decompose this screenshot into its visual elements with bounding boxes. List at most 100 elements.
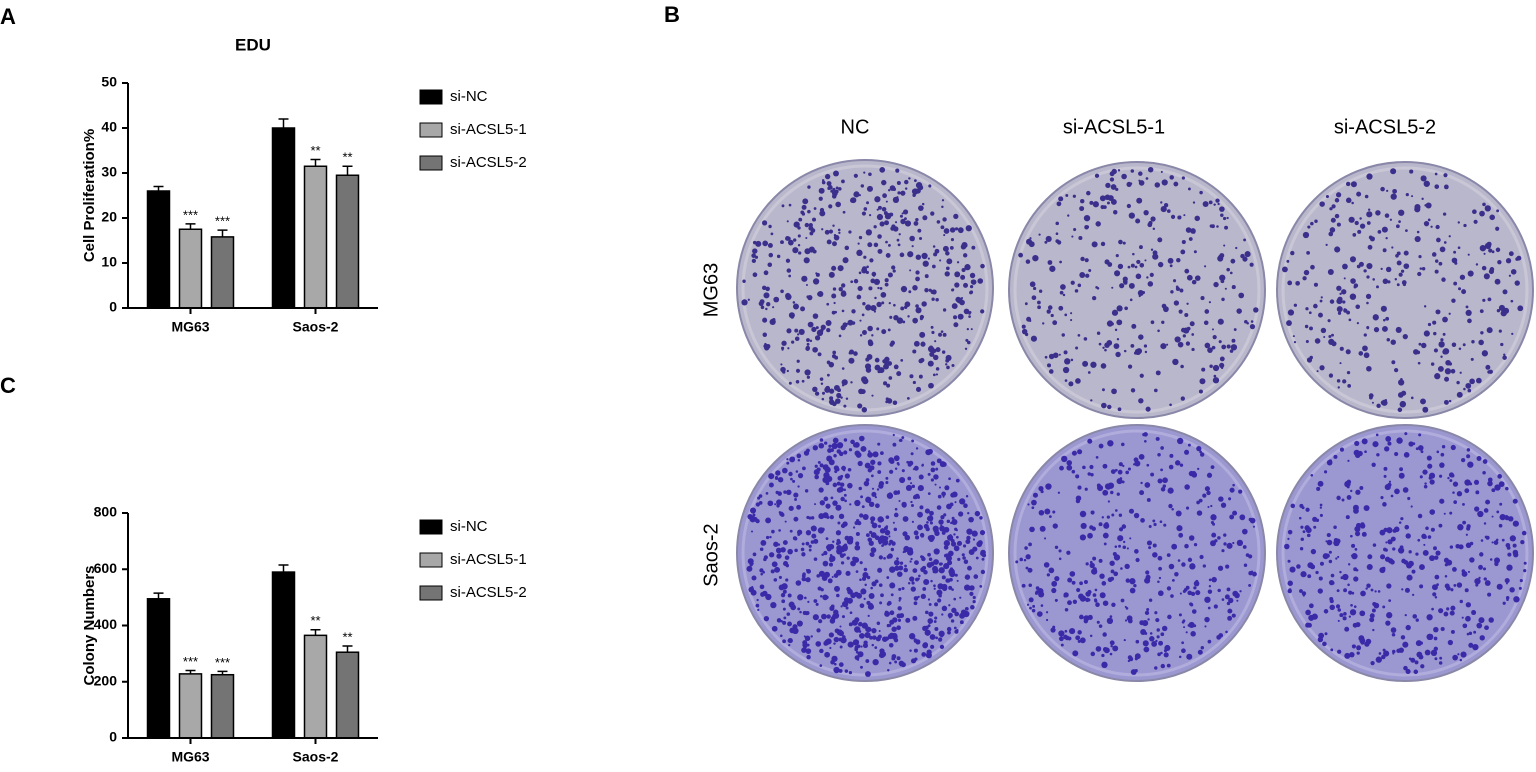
colony [1415,552,1419,556]
colony [1123,349,1127,353]
colony [1433,636,1438,641]
colony [751,258,756,263]
colony [1037,300,1041,305]
colony [956,261,960,264]
colony [1117,535,1124,542]
colony [1390,494,1394,498]
colony [1171,507,1174,511]
colony [776,499,783,506]
colony [1032,492,1038,498]
colony [805,569,808,572]
colony [867,614,870,618]
colony [883,381,888,386]
colony [877,205,882,210]
colony [1089,634,1093,638]
colony [1190,591,1196,596]
colony [834,585,840,592]
colony [900,218,906,225]
colony [1204,625,1207,628]
colony [950,541,957,547]
colony [1204,486,1210,492]
colony [1365,293,1372,300]
colony [1464,488,1470,494]
colony [929,510,934,516]
colony [1406,574,1413,581]
colony [888,243,891,247]
colony [1447,639,1454,646]
colony [1461,616,1464,619]
colony [1187,557,1193,563]
colony [821,575,828,581]
colony [1167,487,1174,494]
colony [796,359,800,363]
colony [861,313,865,317]
colony [1191,279,1197,285]
colony [1358,261,1364,267]
colony [1309,326,1313,331]
colony [1080,522,1087,530]
colony [874,646,878,650]
colony [878,583,883,587]
colony [1396,437,1403,444]
colony [1085,273,1090,278]
colony [1482,202,1486,207]
colony [1244,251,1251,258]
colony [877,461,882,466]
colony [1349,293,1357,300]
colony [1223,542,1227,546]
colony [1150,320,1155,325]
colony [1351,201,1354,205]
colony [1476,622,1483,629]
colony [837,521,841,525]
legend-label: si-ACSL5-2 [450,154,527,171]
colony [809,339,813,343]
colony [1418,342,1422,346]
significance: *** [183,654,198,669]
colony [1496,510,1500,514]
legend-swatch [419,155,443,171]
colony [1104,348,1107,352]
colony [801,542,805,546]
colony [1310,264,1315,270]
colony [1351,543,1356,548]
colony [1336,589,1340,593]
colony [1047,260,1053,265]
colony [1169,264,1173,268]
colony [968,549,975,556]
colony [1161,179,1168,186]
colony [782,467,788,474]
colony [1375,433,1379,437]
colony [937,494,942,499]
colony [839,645,843,649]
colony [1092,593,1097,597]
legend-swatch [419,552,443,568]
colony [835,542,840,546]
colony [851,619,858,626]
colony [1160,170,1163,173]
colony [805,345,810,350]
colony [919,525,923,530]
colony [816,329,824,337]
colony [934,627,939,632]
error-bar [278,564,289,573]
colony [1075,378,1081,384]
colony [903,567,909,573]
colony [1047,305,1053,310]
colony [880,451,884,456]
colony [1071,235,1074,238]
colony [938,630,945,637]
colony [1450,444,1456,451]
colony [1067,600,1072,606]
colony [840,325,846,331]
colony [886,576,890,579]
colony [1386,337,1391,342]
colony [1059,465,1064,471]
colony [1334,213,1340,219]
colony [1302,231,1310,239]
colony [1350,278,1356,284]
colony [797,333,800,336]
colony [912,285,918,291]
colony [1206,490,1211,496]
colony [959,620,964,625]
colony [897,463,900,466]
